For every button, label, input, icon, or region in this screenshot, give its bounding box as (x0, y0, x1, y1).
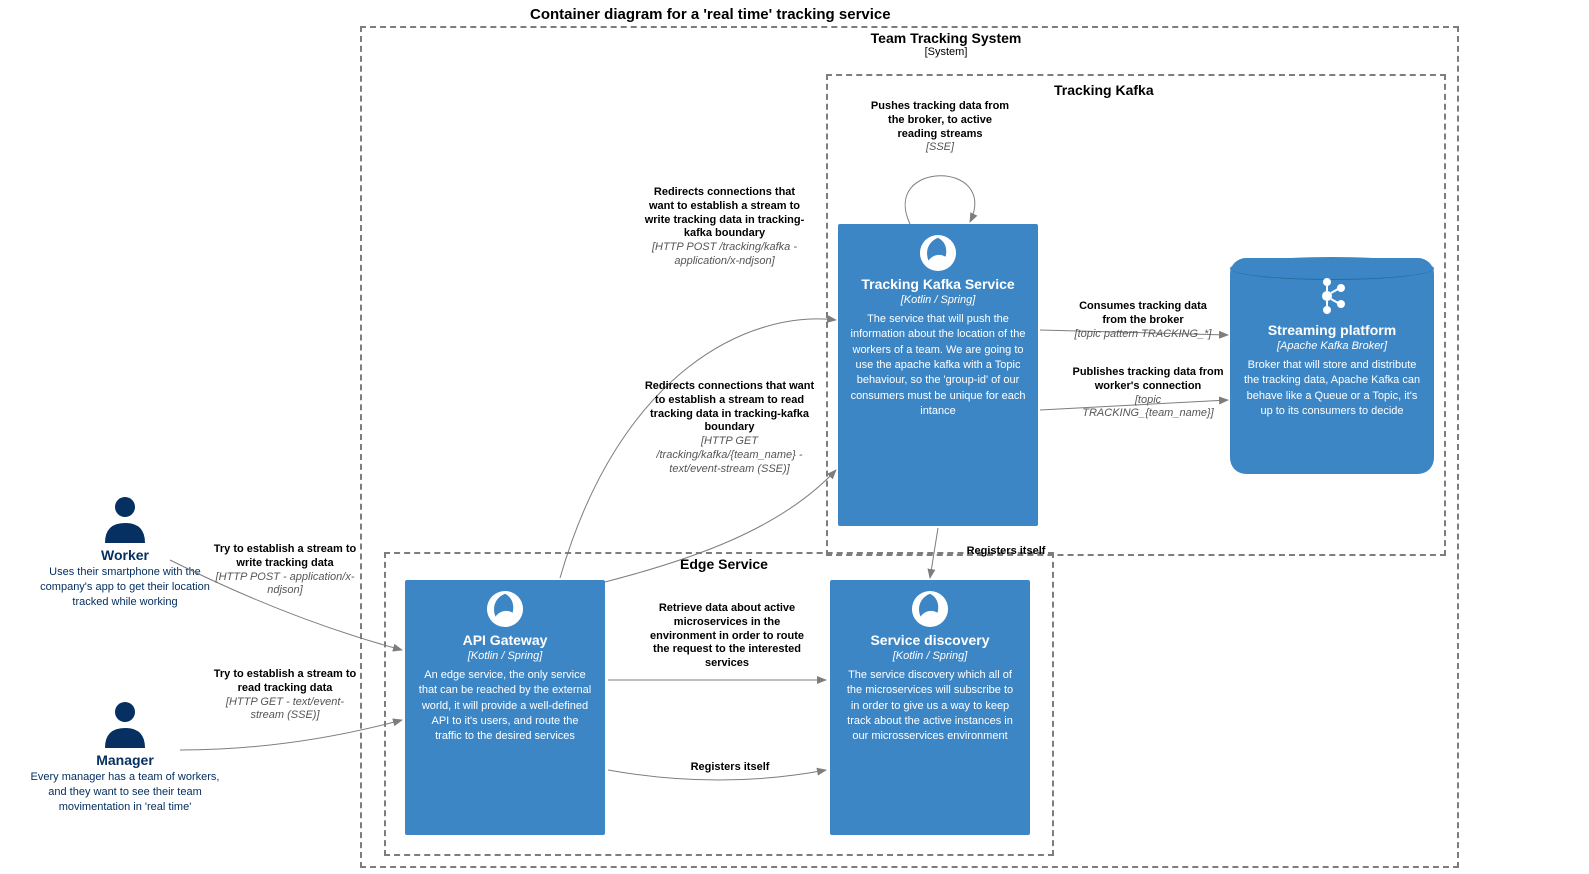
edge-tks-self-tech: [SSE] (926, 141, 954, 153)
person-icon (101, 495, 149, 543)
node-tks-desc: The service that will push the informati… (850, 312, 1026, 420)
edge-gw-tks-read-label: Redirects connections that want to estab… (642, 380, 817, 476)
spring-icon (486, 590, 524, 628)
edge-gw-sd-retrieve-text: Retrieve data about active microservices… (650, 602, 804, 669)
boundary-tracking-kafka-label: Tracking Kafka (1054, 82, 1154, 98)
spring-icon (919, 234, 957, 272)
node-sp-name: Streaming platform (1268, 322, 1396, 339)
edge-tks-consume-tech: [topic pattern TRACKING_*] (1075, 328, 1212, 340)
edge-gw-tks-write-text: Redirects connections that want to estab… (645, 186, 805, 239)
node-sp-tech: [Apache Kafka Broker] (1277, 340, 1387, 352)
edge-tks-self-label: Pushes tracking data from the broker, to… (870, 100, 1010, 155)
node-api-gateway-tech: [Kotlin / Spring] (468, 650, 543, 662)
node-tracking-kafka-service: Tracking Kafka Service [Kotlin / Spring]… (838, 224, 1038, 526)
node-tks-name: Tracking Kafka Service (861, 276, 1014, 293)
edge-tks-consume-text: Consumes tracking data from the broker (1079, 300, 1207, 326)
edge-gw-tks-read-tech: [HTTP GET /tracking/kafka/{team_name} - … (656, 435, 802, 475)
edge-tks-broker-publish-label: Publishes tracking data from worker's co… (1068, 366, 1228, 421)
edge-gw-sd-register-text: Registers itself (691, 761, 770, 773)
node-service-discovery-tech: [Kotlin / Spring] (893, 650, 968, 662)
node-api-gateway: API Gateway [Kotlin / Spring] An edge se… (405, 580, 605, 835)
actor-worker-name: Worker (101, 547, 149, 563)
actor-worker-desc: Uses their smartphone with the company's… (25, 565, 225, 610)
node-service-discovery-desc: The service discovery which all of the m… (842, 668, 1018, 745)
person-icon (101, 700, 149, 748)
edge-gw-tks-read-text: Redirects connections that want to estab… (645, 380, 814, 433)
edge-gw-tks-write-label: Redirects connections that want to estab… (642, 186, 807, 269)
edge-gw-sd-retrieve-label: Retrieve data about active microservices… (642, 602, 812, 671)
edge-manager-gw-tech: [HTTP GET - text/event-stream (SSE)] (226, 696, 344, 722)
spring-icon (911, 590, 949, 628)
diagram-title: Container diagram for a 'real time' trac… (530, 6, 891, 23)
edge-tks-broker-consume-label: Consumes tracking data from the broker [… (1068, 300, 1218, 341)
actor-manager: Manager Every manager has a team of work… (25, 700, 225, 815)
edge-worker-gw-text: Try to establish a stream to write track… (214, 543, 356, 569)
boundary-system-name: Team Tracking System (816, 30, 1076, 46)
boundary-system-label: Team Tracking System [System] (816, 30, 1076, 58)
node-api-gateway-name: API Gateway (463, 632, 548, 649)
edge-manager-gw-label: Try to establish a stream to read tracki… (210, 668, 360, 723)
edge-worker-gw-tech: [HTTP POST - application/x-ndjson] (216, 571, 355, 597)
node-service-discovery: Service discovery [Kotlin / Spring] The … (830, 580, 1030, 835)
boundary-system-tech: [System] (816, 46, 1076, 58)
kafka-icon (1317, 276, 1347, 316)
edge-worker-gw-label: Try to establish a stream to write track… (210, 543, 360, 598)
edge-manager-gw-text: Try to establish a stream to read tracki… (214, 668, 356, 694)
node-service-discovery-name: Service discovery (870, 632, 989, 649)
node-streaming-platform: Streaming platform [Apache Kafka Broker]… (1230, 258, 1434, 474)
edge-tks-sd-register-label: Registers itself (946, 545, 1066, 559)
edge-gw-tks-write-tech: [HTTP POST /tracking/kafka - application… (652, 241, 797, 267)
edge-tks-sd-register-text: Registers itself (967, 545, 1046, 557)
node-tks-tech: [Kotlin / Spring] (901, 294, 976, 306)
edge-gw-sd-register-label: Registers itself (670, 761, 790, 775)
actor-manager-desc: Every manager has a team of workers, and… (25, 770, 225, 815)
edge-tks-publish-tech: [topic TRACKING_{team_name}] (1082, 394, 1213, 420)
edge-tks-self-text: Pushes tracking data from the broker, to… (871, 100, 1009, 140)
actor-manager-name: Manager (96, 752, 154, 768)
boundary-edge-service-label: Edge Service (680, 556, 768, 572)
actor-worker: Worker Uses their smartphone with the co… (25, 495, 225, 610)
node-sp-desc: Broker that will store and distribute th… (1242, 358, 1422, 420)
node-api-gateway-desc: An edge service, the only service that c… (417, 668, 593, 745)
edge-tks-publish-text: Publishes tracking data from worker's co… (1073, 366, 1224, 392)
